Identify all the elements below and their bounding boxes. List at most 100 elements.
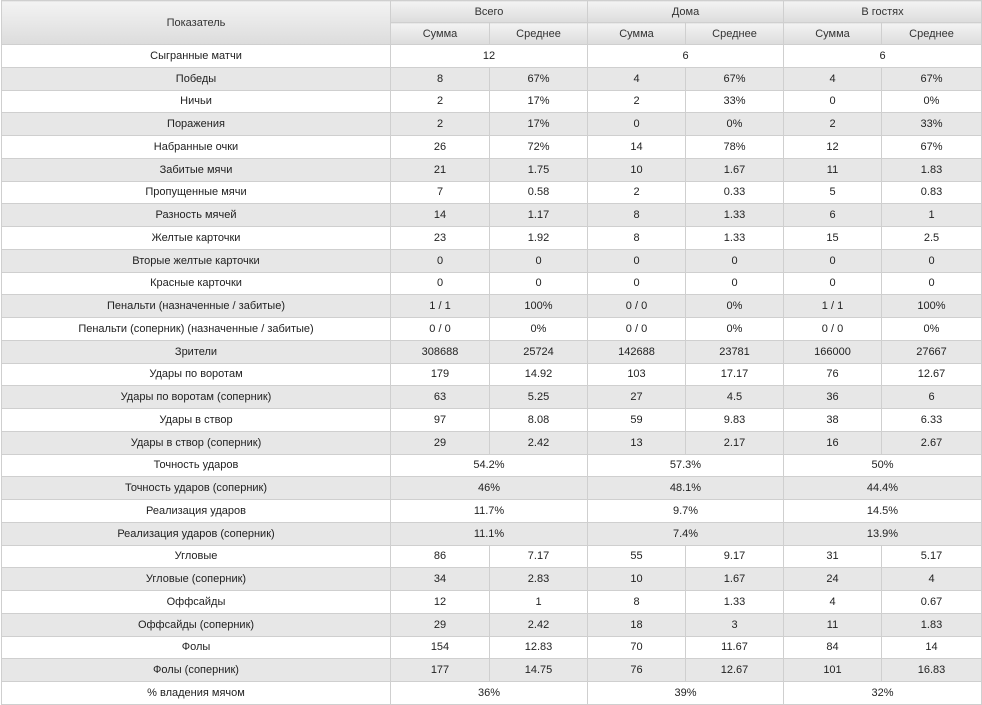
avg-cell: 3 <box>685 612 784 637</box>
row-label: Ничьи <box>1 89 391 114</box>
sum-cell: 14 <box>587 135 686 159</box>
sum-cell: 97 <box>390 408 490 432</box>
row-label: % владения мячом <box>1 681 391 705</box>
sum-cell: 103 <box>587 362 686 387</box>
avg-cell: 67% <box>881 135 982 159</box>
sum-cell: 12 <box>783 135 882 159</box>
sum-cell: 0 <box>783 248 882 273</box>
row-label: Желтые карточки <box>1 226 391 250</box>
group-header-away[interactable]: В гостях <box>783 0 982 23</box>
avg-cell: 6.33 <box>881 408 982 432</box>
group-header-total[interactable]: Всего <box>390 0 588 23</box>
sum-cell: 36 <box>783 385 882 409</box>
avg-header[interactable]: Среднее <box>685 22 784 45</box>
sum-cell: 8 <box>587 203 686 227</box>
avg-header[interactable]: Среднее <box>489 22 588 45</box>
sum-cell: 101 <box>783 658 882 682</box>
sum-cell: 142688 <box>587 339 686 364</box>
merged-cell: 6 <box>587 44 784 68</box>
merged-cell: 9.7% <box>587 499 784 523</box>
avg-cell: 0% <box>685 112 784 136</box>
avg-cell: 1.17 <box>489 203 588 227</box>
table-row: Угловые (соперник) 34 2.83 10 1.67 24 4 <box>1 567 982 591</box>
row-label: Реализация ударов (соперник) <box>1 521 391 546</box>
sum-cell: 0 <box>783 89 882 114</box>
merged-cell: 11.7% <box>390 499 588 523</box>
sum-cell: 0 <box>390 271 490 296</box>
sum-cell: 0 <box>390 248 490 273</box>
merged-cell: 39% <box>587 681 784 705</box>
avg-cell: 0% <box>881 317 982 341</box>
avg-cell: 5.25 <box>489 385 588 409</box>
row-label: Оффсайды (соперник) <box>1 612 391 637</box>
indicator-header[interactable]: Показатель <box>1 0 391 45</box>
row-label: Победы <box>1 66 391 91</box>
sum-cell: 4 <box>587 66 686 91</box>
sum-cell: 4 <box>783 66 882 91</box>
sum-cell: 26 <box>390 135 490 159</box>
sum-cell: 0 / 0 <box>783 317 882 341</box>
avg-cell: 4.5 <box>685 385 784 409</box>
row-label: Зрители <box>1 339 391 364</box>
table-row: Удары по воротам (соперник) 63 5.25 27 4.5 36… <box>1 385 982 409</box>
sum-cell: 4 <box>783 590 882 614</box>
table-row: Поражения 2 17% 0 0% 2 33% <box>1 112 982 136</box>
sum-cell: 0 / 0 <box>390 317 490 341</box>
sum-cell: 38 <box>783 408 882 432</box>
sum-cell: 11 <box>783 612 882 637</box>
avg-cell: 12.83 <box>489 635 588 660</box>
avg-cell: 16.83 <box>881 658 982 682</box>
sum-cell: 23 <box>390 226 490 250</box>
avg-cell: 6 <box>881 385 982 409</box>
merged-cell: 57.3% <box>587 453 784 478</box>
avg-header[interactable]: Среднее <box>881 22 982 45</box>
row-label: Угловые <box>1 544 391 569</box>
row-label: Пенальти (назначенные / забитые) <box>1 294 391 318</box>
avg-cell: 1.92 <box>489 226 588 250</box>
sum-header[interactable]: Сумма <box>783 22 882 45</box>
table-row: Сыгранные матчи 12 6 6 <box>1 44 982 68</box>
table-row: Ничьи 2 17% 2 33% 0 0% <box>1 89 982 114</box>
sum-cell: 10 <box>587 157 686 182</box>
merged-cell: 14.5% <box>783 499 982 523</box>
sum-cell: 86 <box>390 544 490 569</box>
row-label: Сыгранные матчи <box>1 44 391 68</box>
sum-cell: 84 <box>783 635 882 660</box>
sum-cell: 2 <box>390 89 490 114</box>
table-row: Пенальти (назначенные / забитые) 1 / 1 100… <box>1 294 982 318</box>
table-row: Удары в створ (соперник) 29 2.42 13 2.17 16 2.… <box>1 430 982 455</box>
avg-cell: 12.67 <box>881 362 982 387</box>
sum-header[interactable]: Сумма <box>587 22 686 45</box>
avg-cell: 1.33 <box>685 203 784 227</box>
table-row: Удары по воротам 179 14.92 103 17.17 76 12.67 <box>1 362 982 387</box>
merged-cell: 13.9% <box>783 521 982 546</box>
sum-cell: 16 <box>783 430 882 455</box>
avg-cell: 0% <box>881 89 982 114</box>
sum-cell: 70 <box>587 635 686 660</box>
group-header-home[interactable]: Дома <box>587 0 784 23</box>
table-row: Реализация ударов (соперник) 11.1% 7.4% 13.… <box>1 521 982 546</box>
avg-cell: 9.83 <box>685 408 784 432</box>
avg-cell: 12.67 <box>685 658 784 682</box>
avg-cell: 100% <box>881 294 982 318</box>
row-label: Угловые (соперник) <box>1 567 391 591</box>
table-row: Набранные очки 26 72% 14 78% 12 67% <box>1 135 982 159</box>
sum-cell: 63 <box>390 385 490 409</box>
table-row: Забитые мячи 21 1.75 10 1.67 11 1.83 <box>1 157 982 182</box>
sum-cell: 177 <box>390 658 490 682</box>
avg-cell: 2.5 <box>881 226 982 250</box>
avg-cell: 17% <box>489 112 588 136</box>
row-label: Удары по воротам <box>1 362 391 387</box>
avg-cell: 1.67 <box>685 567 784 591</box>
sum-cell: 29 <box>390 430 490 455</box>
avg-cell: 67% <box>881 66 982 91</box>
merged-cell: 32% <box>783 681 982 705</box>
sum-header[interactable]: Сумма <box>390 22 490 45</box>
sum-cell: 0 <box>587 271 686 296</box>
avg-cell: 33% <box>685 89 784 114</box>
avg-cell: 78% <box>685 135 784 159</box>
avg-cell: 1.75 <box>489 157 588 182</box>
merged-cell: 6 <box>783 44 982 68</box>
sum-cell: 2 <box>587 180 686 205</box>
table-row: Пенальти (соперник) (назначенные / забит… <box>1 317 982 341</box>
